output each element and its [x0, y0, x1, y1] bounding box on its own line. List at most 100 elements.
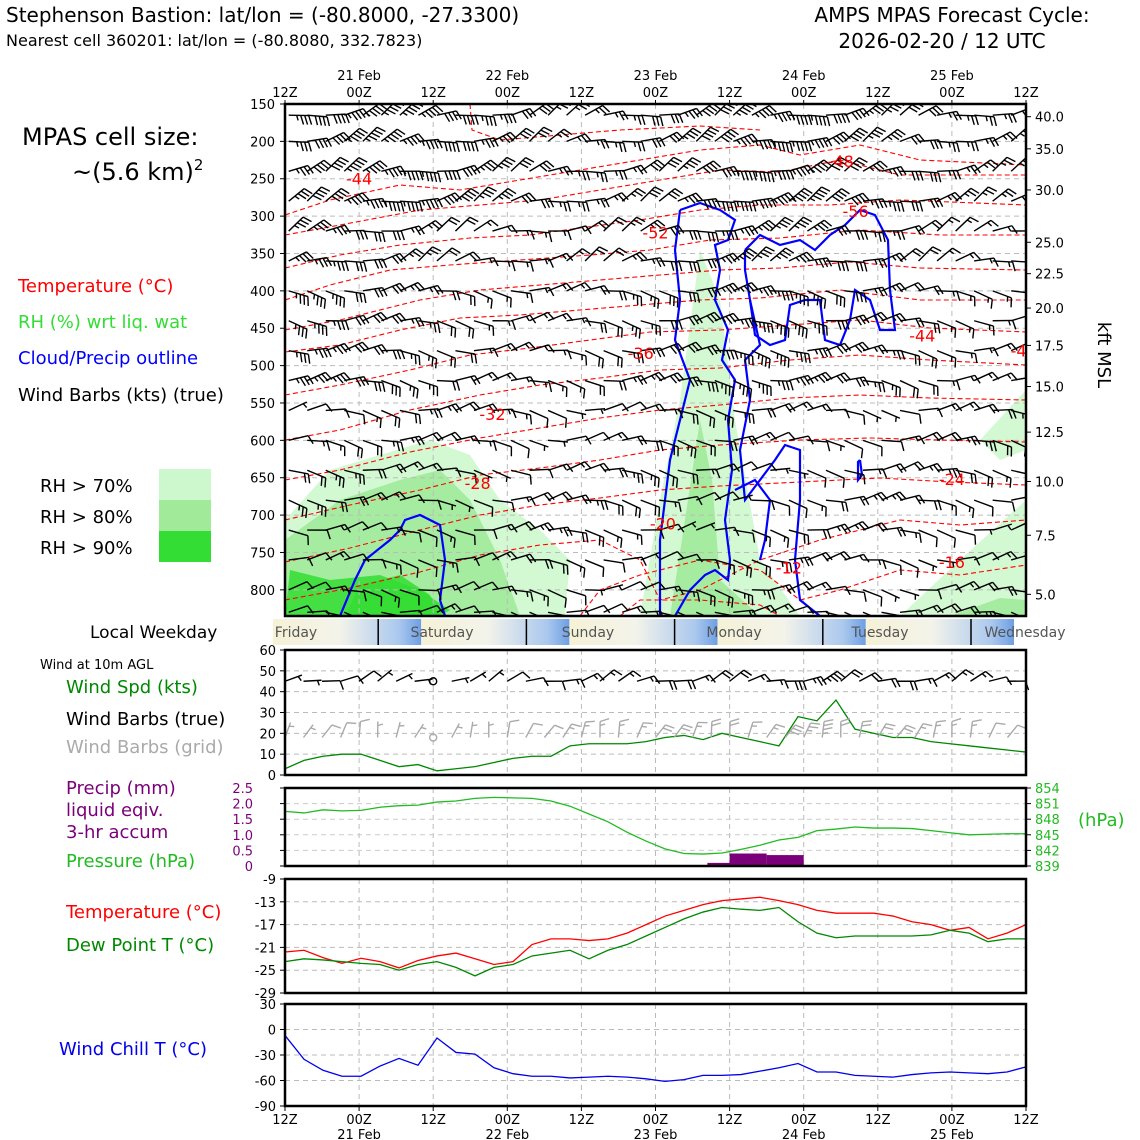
legend-rh80: RH > 80%	[40, 507, 133, 528]
xs-barb-4-10-full	[487, 186, 497, 192]
xs-barb-9-5-full	[396, 349, 402, 360]
xs-barb-10-32-full	[895, 386, 898, 396]
xs-barb-5-31-half	[874, 231, 877, 238]
xs-barb-6-29-full	[841, 261, 846, 272]
temp-contour-14	[619, 599, 781, 616]
xs-barb-13-35-half	[948, 468, 952, 475]
xs-barb-1-9	[455, 114, 479, 125]
rh70-swatch	[159, 469, 211, 500]
wind-true-barb-17-full	[613, 669, 623, 676]
xs-barb-10-30-full	[859, 377, 866, 387]
wind-true-barb-12-staff	[506, 671, 524, 682]
xs-barb-16-26-half	[781, 561, 784, 568]
wind-grid-barb-15-half	[569, 726, 575, 730]
wind-true-barb-17	[599, 669, 623, 682]
xs-barb-3-15	[566, 170, 591, 181]
xs-barb-18-37-staff	[974, 610, 995, 613]
xs-barb-10-34	[918, 379, 939, 396]
xs-barb-10-21-full	[692, 377, 699, 387]
xs-barb-1-9-full	[470, 115, 475, 125]
xs-barb-14-17-full	[618, 504, 620, 515]
xs-barb-7-21-full	[696, 293, 701, 303]
top-xtick-label-9: 00Z	[939, 86, 965, 101]
xs-barb-2-17	[603, 140, 627, 153]
xs-barb-1-23-full	[723, 106, 733, 112]
xs-barb-6-6	[399, 248, 424, 262]
xs-barb-10-16	[584, 379, 605, 397]
xs-barb-2-36	[955, 140, 979, 152]
xs-barb-6-20-staff	[659, 260, 680, 263]
xs-barb-12-38-full	[1006, 445, 1009, 456]
xs-barb-7-13-half	[544, 287, 549, 294]
xs-barb-12-10	[473, 439, 497, 452]
xs-barb-13-1-full	[320, 476, 323, 486]
xs-barb-9-29-full	[844, 342, 852, 352]
xs-barb-9-18-full	[641, 353, 645, 364]
xs-barb-10-0-full	[303, 376, 310, 386]
xs-barb-15-1	[307, 529, 331, 540]
xs-barb-0-20-full	[674, 90, 678, 99]
xs-barb-3-21-full	[686, 162, 696, 169]
xs-barb-16-25-full	[765, 565, 768, 576]
xs-barb-7-35-full	[956, 291, 961, 301]
xs-barb-18-37-full	[989, 611, 995, 616]
xs-barb-3-39	[1010, 157, 1026, 172]
xs-barb-10-0	[288, 375, 314, 387]
xs-barb-13-6-full	[417, 461, 426, 470]
wind-grid-barb-30-full	[840, 717, 851, 723]
xs-barb-1-32-half	[886, 108, 893, 113]
xs-barb-7-32-half	[892, 285, 897, 291]
xs-barb-17-4	[362, 589, 383, 607]
xs-barb-6-36-half	[969, 253, 975, 259]
xs-barb-6-23-full	[725, 255, 733, 264]
xs-barb-6-37	[974, 257, 999, 267]
xs-barb-18-20-staff	[659, 611, 679, 616]
xs-barb-8-2-full	[337, 320, 342, 331]
xs-barb-6-7-full	[429, 249, 439, 255]
xs-barb-7-8	[436, 290, 461, 301]
wind-grid-barb-25-staff	[747, 722, 754, 738]
xs-barb-3-13-full	[542, 162, 551, 170]
xs-barb-10-2-full	[343, 372, 351, 381]
xs-barb-4-25-full	[767, 198, 773, 208]
xs-barb-7-5-full	[391, 285, 400, 295]
xs-barb-14-19-full	[654, 505, 657, 516]
xs-barb-13-1-full	[324, 477, 327, 488]
xs-barb-5-21-full	[689, 230, 694, 240]
xs-barb-3-22-full	[706, 164, 715, 172]
xs-barb-6-6-full	[412, 250, 421, 258]
wind-true-barb-14	[544, 680, 567, 691]
xs-barb-6-11-staff	[492, 260, 513, 263]
wind-grid-barb-30-full	[840, 721, 851, 727]
xs-barb-4-18-full	[634, 190, 643, 197]
xs-barb-5-22-full	[715, 232, 720, 243]
xs-barb-12-32	[881, 439, 905, 452]
wind-true-barb-6-half	[408, 674, 413, 680]
main-ytick-label-11: 700	[250, 509, 275, 524]
xs-barb-6-7-half	[426, 251, 432, 256]
xs-barb-16-38	[992, 550, 1018, 561]
xs-barb-1-6-full	[411, 104, 421, 110]
xs-barb-8-0-full	[305, 329, 308, 339]
xs-barb-9-24-full	[748, 354, 750, 365]
xs-barb-9-24	[733, 349, 754, 366]
wind-grid-barb-18	[617, 718, 630, 738]
xs-barb-0-1-full	[315, 88, 319, 97]
xs-barb-4-4-full	[370, 199, 376, 209]
xs-barb-15-37	[974, 528, 995, 535]
xs-barb-2-4-full	[373, 129, 383, 135]
xs-barb-11-30-staff	[844, 409, 865, 416]
xs-barb-4-28-full	[821, 186, 831, 192]
xs-barb-4-29-full	[841, 188, 850, 195]
wind-true-barb-19	[636, 675, 661, 685]
xs-barb-6-17	[603, 247, 628, 262]
xs-barb-10-20-full	[669, 375, 678, 384]
xs-barb-7-37-half	[987, 297, 990, 303]
wind-true-barb-32-full	[891, 678, 897, 688]
xs-barb-2-37-full	[993, 137, 1000, 147]
xs-barb-7-3-full	[355, 292, 359, 302]
xs-barb-16-14	[547, 559, 569, 575]
xs-barb-14-29-full	[845, 502, 849, 512]
xs-barb-15-8-half	[450, 536, 453, 542]
xs-barb-1-16-full	[598, 106, 607, 115]
